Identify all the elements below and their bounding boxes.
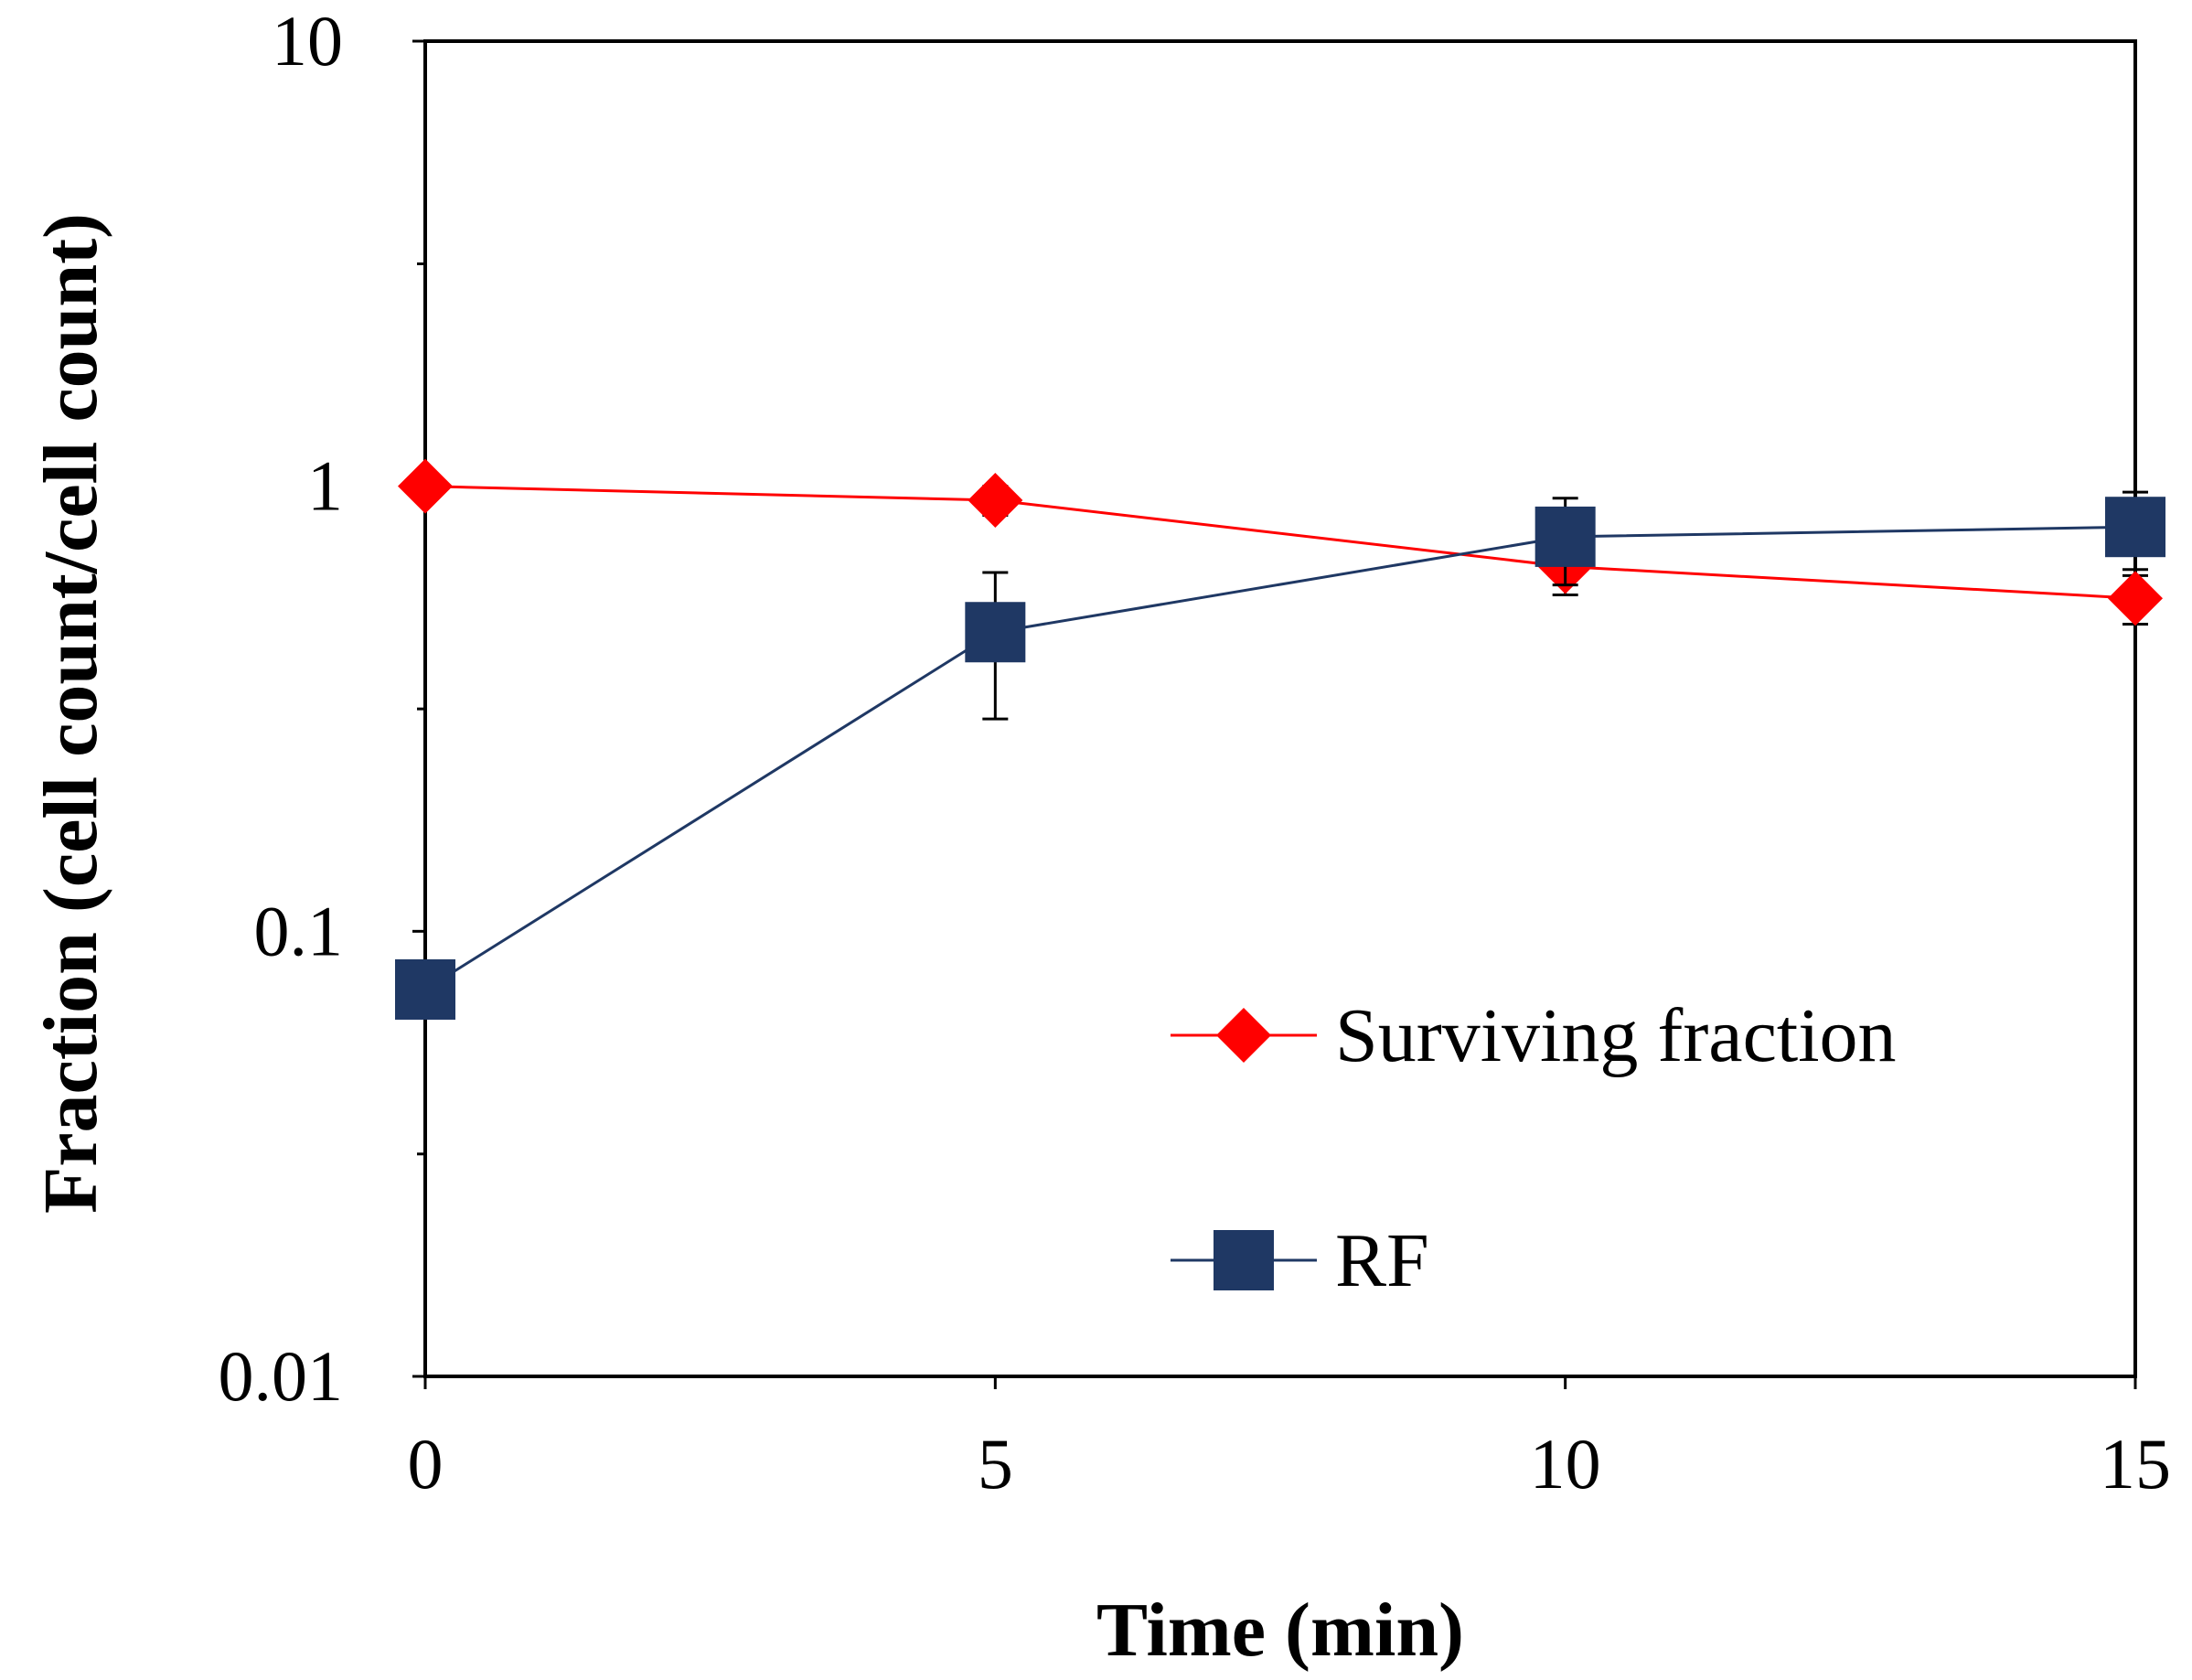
plot-area	[423, 39, 2137, 1378]
y-tick-label: 0.1	[254, 891, 344, 970]
data-point	[2108, 571, 2163, 626]
legend-marker	[1214, 1230, 1274, 1290]
series-rf	[395, 490, 2165, 1020]
y-axis-title: Fraction (cell count/cell count)	[28, 213, 113, 1214]
x-axis-title: Time (min)	[1096, 1588, 1464, 1673]
x-tick-label: 5	[978, 1424, 1013, 1503]
series-layer	[395, 458, 2165, 1020]
x-tick-label: 10	[1530, 1424, 1601, 1503]
legend: Surviving fraction RF	[1171, 993, 1897, 1303]
legend-marker	[1216, 1008, 1271, 1063]
legend-label: Surviving fraction	[1335, 993, 1897, 1078]
x-tick-label: 0	[408, 1424, 444, 1503]
y-axis: 0.01 0.1 1 10	[219, 1, 425, 1416]
series-surviving-fraction	[398, 458, 2163, 626]
x-axis: 0 5 10 15	[408, 1376, 2171, 1503]
y-tick-label: 10	[272, 1, 343, 80]
x-tick-label: 15	[2100, 1424, 2171, 1503]
series-line	[424, 485, 2136, 600]
y-tick-label: 0.01	[219, 1336, 344, 1416]
data-point	[398, 458, 453, 514]
y-tick-label: 1	[307, 446, 343, 526]
data-point	[968, 473, 1023, 529]
data-point	[395, 958, 455, 1020]
series-line	[424, 525, 2136, 991]
data-point	[1534, 506, 1596, 567]
plot-frame	[423, 39, 2137, 1378]
data-point	[965, 602, 1026, 663]
legend-item: Surviving fraction	[1171, 993, 1897, 1078]
legend-label: RF	[1335, 1218, 1429, 1303]
legend-item: RF	[1171, 1218, 1429, 1303]
data-point	[2105, 497, 2165, 558]
